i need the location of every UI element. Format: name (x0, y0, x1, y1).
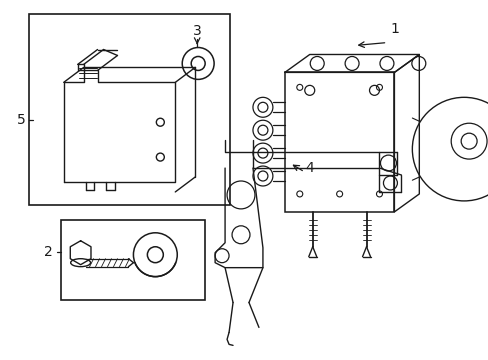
Text: 3: 3 (192, 23, 201, 37)
Text: 2: 2 (44, 245, 53, 259)
Text: 4: 4 (305, 161, 313, 175)
Bar (61, 220, 205, 300)
Bar (285, 72, 394, 212)
Text: 1: 1 (389, 22, 398, 36)
Text: 5: 5 (17, 113, 25, 127)
Bar (29, 14, 229, 205)
